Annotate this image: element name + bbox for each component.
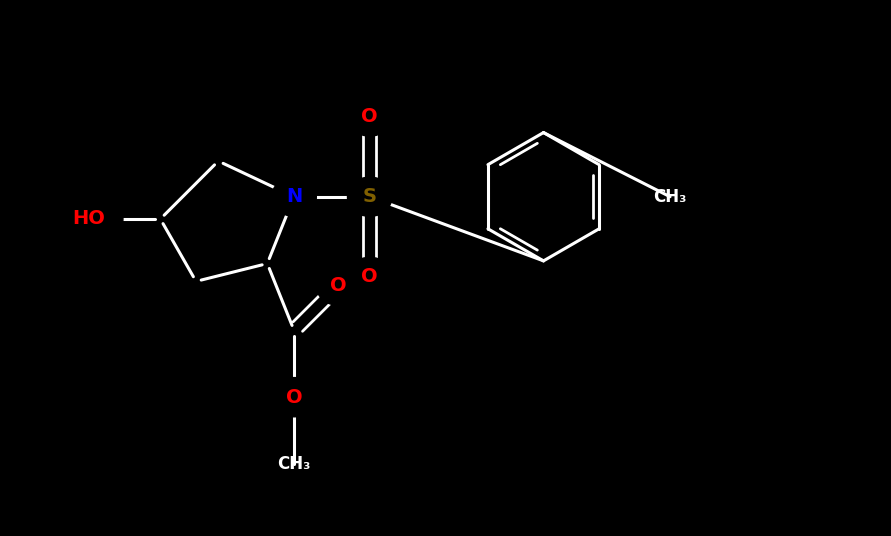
Text: HO: HO [73, 210, 105, 228]
Text: CH₃: CH₃ [653, 188, 687, 206]
Ellipse shape [55, 199, 123, 239]
Ellipse shape [316, 266, 361, 306]
Text: O: O [331, 277, 347, 295]
Ellipse shape [67, 199, 111, 239]
Text: O: O [362, 267, 378, 286]
Ellipse shape [272, 377, 316, 417]
Text: S: S [363, 187, 377, 206]
Ellipse shape [347, 257, 392, 296]
Text: N: N [286, 187, 302, 206]
Ellipse shape [272, 177, 316, 217]
Text: O: O [362, 107, 378, 126]
Text: CH₃: CH₃ [277, 455, 311, 473]
Text: O: O [286, 388, 302, 407]
Ellipse shape [347, 97, 392, 136]
Ellipse shape [347, 177, 392, 217]
